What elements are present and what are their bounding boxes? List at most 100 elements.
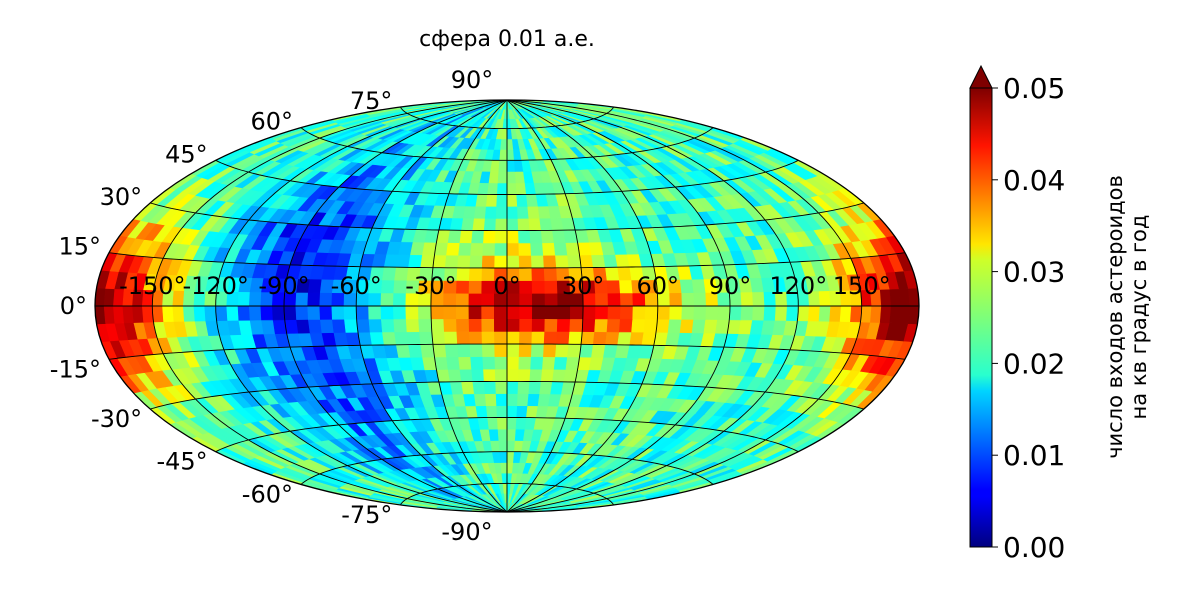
heatmap-cell — [103, 305, 116, 324]
heatmap-cell — [485, 194, 498, 207]
colorbar-label-line2: на кв градус в год — [1127, 215, 1151, 420]
heatmap-cell — [619, 292, 634, 307]
heatmap-cell — [506, 393, 519, 407]
heatmap-cell — [447, 229, 462, 244]
heatmap-cell — [343, 305, 357, 320]
heatmap-cell — [528, 381, 542, 395]
heatmap-cell — [655, 318, 670, 333]
heatmap-cell — [531, 318, 546, 332]
heatmap-cell — [681, 292, 695, 307]
heatmap-cell — [607, 292, 622, 307]
heatmap-cell — [483, 217, 497, 231]
heatmap-cell — [555, 254, 570, 269]
heatmap-cell — [495, 218, 508, 231]
heatmap-cell — [530, 343, 545, 358]
heatmap-cell — [786, 305, 799, 322]
heatmap-cell — [481, 343, 496, 357]
heatmap-cell — [485, 405, 498, 418]
heatmap-cell — [446, 242, 461, 256]
heatmap-cell — [495, 205, 508, 219]
heatmap-cell — [457, 343, 471, 358]
heatmap-cell — [490, 440, 501, 453]
heatmap-cell — [103, 288, 116, 307]
heatmap-cell — [392, 292, 407, 307]
heatmap-cell — [151, 305, 164, 323]
heatmap-cell — [487, 182, 499, 195]
heatmap-cell — [515, 417, 527, 430]
heatmap-cell — [470, 242, 484, 256]
heatmap-cell — [446, 356, 461, 370]
heatmap-cell — [519, 292, 533, 307]
heatmap-cell — [369, 331, 385, 346]
heatmap-cell — [581, 318, 596, 333]
heatmap-cell — [531, 331, 546, 345]
heatmap-cell — [657, 305, 671, 320]
heatmap-cell — [456, 318, 470, 332]
heatmap-cell — [380, 305, 395, 320]
heatmap-cell — [483, 230, 496, 244]
colorbar-tick-label: 0.03 — [1003, 256, 1065, 289]
heatmap-cell — [295, 305, 309, 320]
heatmap-cell — [703, 319, 718, 334]
heatmap-cell — [500, 138, 508, 150]
heatmap-cell — [496, 405, 508, 418]
heatmap-cell — [807, 305, 821, 322]
heatmap-cell — [531, 280, 546, 294]
heatmap-cell — [482, 242, 496, 256]
heatmap-cell — [763, 305, 777, 321]
heatmap-cell — [506, 194, 518, 207]
heatmap-cell — [519, 280, 533, 294]
heatmap-cell — [860, 305, 873, 323]
longitude-tick-label: 90° — [709, 272, 752, 300]
heatmap-cell — [582, 305, 596, 320]
heatmap-cell — [406, 331, 422, 345]
heatmap-cell — [481, 318, 495, 332]
heatmap-cell — [506, 182, 518, 195]
heatmap-cell — [443, 305, 457, 320]
parallel-line — [150, 202, 864, 232]
heatmap-cell — [468, 267, 483, 281]
heatmap-cell — [619, 305, 634, 320]
heatmap-cell — [430, 318, 445, 332]
heatmap-cell — [500, 462, 508, 474]
parallel-line — [108, 252, 906, 269]
heatmap-cell — [517, 381, 531, 395]
heatmap-cell — [898, 305, 911, 324]
heatmap-cell — [539, 217, 553, 231]
heatmap-cell — [606, 318, 621, 333]
heatmap-cell — [444, 343, 459, 358]
heatmap-cell — [517, 217, 531, 231]
heatmap-cell — [517, 206, 530, 219]
heatmap-cell — [132, 305, 144, 323]
heatmap-cell — [592, 331, 608, 345]
heatmap-cell — [556, 331, 571, 345]
heatmap-cell — [468, 331, 483, 345]
heatmap-cell — [519, 305, 533, 320]
heatmap-cell — [497, 428, 508, 441]
heatmap-cell — [204, 305, 217, 322]
heatmap-cell — [455, 292, 470, 307]
heatmap-cell — [506, 343, 520, 357]
latitude-tick-label: 60° — [250, 108, 293, 136]
heatmap-cell — [889, 288, 901, 307]
latitude-tick-label: -15° — [50, 355, 101, 383]
heatmap-cell — [607, 305, 622, 320]
heatmap-cell — [506, 242, 520, 256]
heatmap-cell — [461, 381, 475, 395]
heatmap-cell — [393, 318, 408, 333]
heatmap-cell — [499, 451, 508, 463]
heatmap-cell — [531, 305, 546, 320]
parallel-line — [400, 482, 614, 506]
heatmap-cell — [122, 305, 135, 324]
heatmap-cell — [484, 393, 497, 407]
heatmap-cell — [488, 171, 500, 184]
heatmap-cell — [392, 305, 407, 320]
heatmap-cell — [553, 242, 568, 256]
longitude-tick-label: -60° — [331, 272, 382, 300]
heatmap-cell — [506, 171, 517, 184]
latitude-tick-label: -75° — [341, 501, 392, 529]
heatmap-cell — [506, 356, 520, 370]
heatmap-cell — [506, 451, 515, 463]
heatmap-cell — [494, 356, 508, 370]
heatmap-cell — [248, 305, 262, 321]
